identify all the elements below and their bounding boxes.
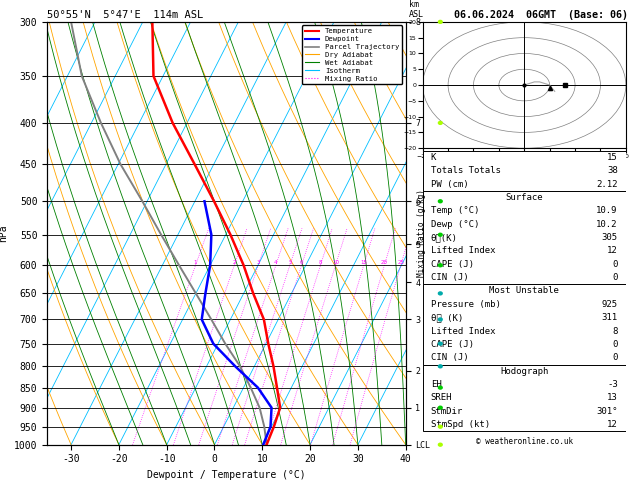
Text: 6: 6 <box>300 260 303 265</box>
Text: 10: 10 <box>332 260 339 265</box>
Text: 0: 0 <box>613 273 618 282</box>
Text: 10.9: 10.9 <box>596 206 618 215</box>
Text: 15: 15 <box>607 153 618 162</box>
Text: 13: 13 <box>607 393 618 402</box>
Text: 8: 8 <box>613 327 618 336</box>
Text: 12: 12 <box>607 420 618 429</box>
Text: 20: 20 <box>381 260 388 265</box>
Text: 10.2: 10.2 <box>596 220 618 229</box>
Text: 2: 2 <box>233 260 236 265</box>
Text: 305: 305 <box>601 233 618 242</box>
Text: Most Unstable: Most Unstable <box>489 286 559 295</box>
X-axis label: kt: kt <box>520 161 529 170</box>
Text: 06.06.2024  06GMT  (Base: 06): 06.06.2024 06GMT (Base: 06) <box>454 10 628 20</box>
Text: θᴇ(K): θᴇ(K) <box>431 233 458 242</box>
Text: Totals Totals: Totals Totals <box>431 166 501 175</box>
Text: SREH: SREH <box>431 393 452 402</box>
Text: Pressure (mb): Pressure (mb) <box>431 300 501 309</box>
Bar <box>423 191 626 284</box>
Bar <box>423 151 626 191</box>
Text: CAPE (J): CAPE (J) <box>431 260 474 269</box>
Text: 12: 12 <box>607 246 618 256</box>
X-axis label: Dewpoint / Temperature (°C): Dewpoint / Temperature (°C) <box>147 470 306 480</box>
Text: 301°: 301° <box>596 407 618 416</box>
Text: 50°55'N  5°47'E  114m ASL: 50°55'N 5°47'E 114m ASL <box>47 10 203 20</box>
Text: K: K <box>431 153 436 162</box>
Text: CIN (J): CIN (J) <box>431 273 469 282</box>
Text: 3: 3 <box>257 260 260 265</box>
Bar <box>423 284 626 364</box>
Text: 8: 8 <box>319 260 322 265</box>
Text: Lifted Index: Lifted Index <box>431 246 495 256</box>
Text: Surface: Surface <box>506 193 543 202</box>
Text: 0: 0 <box>613 340 618 349</box>
Bar <box>423 364 626 432</box>
Text: θᴇ (K): θᴇ (K) <box>431 313 463 322</box>
Text: 5: 5 <box>288 260 292 265</box>
Text: 25: 25 <box>398 260 404 265</box>
Text: © weatheronline.co.uk: © weatheronline.co.uk <box>476 437 573 446</box>
Text: StmDir: StmDir <box>431 407 463 416</box>
Text: EH: EH <box>431 380 442 389</box>
Text: Mixing Ratio (g/kg): Mixing Ratio (g/kg) <box>417 190 426 277</box>
Text: 1: 1 <box>194 260 198 265</box>
Y-axis label: hPa: hPa <box>0 225 8 242</box>
Text: 4: 4 <box>274 260 277 265</box>
Text: 925: 925 <box>601 300 618 309</box>
Text: 0: 0 <box>613 353 618 363</box>
Text: Temp (°C): Temp (°C) <box>431 206 479 215</box>
Text: CAPE (J): CAPE (J) <box>431 340 474 349</box>
Text: 311: 311 <box>601 313 618 322</box>
Text: 0: 0 <box>613 260 618 269</box>
Text: CIN (J): CIN (J) <box>431 353 469 363</box>
Legend: Temperature, Dewpoint, Parcel Trajectory, Dry Adiabat, Wet Adiabat, Isotherm, Mi: Temperature, Dewpoint, Parcel Trajectory… <box>302 25 402 85</box>
Text: 2.12: 2.12 <box>596 179 618 189</box>
Text: -3: -3 <box>607 380 618 389</box>
Text: Hodograph: Hodograph <box>500 366 548 376</box>
Text: Lifted Index: Lifted Index <box>431 327 495 336</box>
Text: km
ASL: km ASL <box>409 0 424 19</box>
Text: 38: 38 <box>607 166 618 175</box>
Text: 15: 15 <box>360 260 367 265</box>
Text: Dewp (°C): Dewp (°C) <box>431 220 479 229</box>
Text: PW (cm): PW (cm) <box>431 179 469 189</box>
Text: StmSpd (kt): StmSpd (kt) <box>431 420 490 429</box>
